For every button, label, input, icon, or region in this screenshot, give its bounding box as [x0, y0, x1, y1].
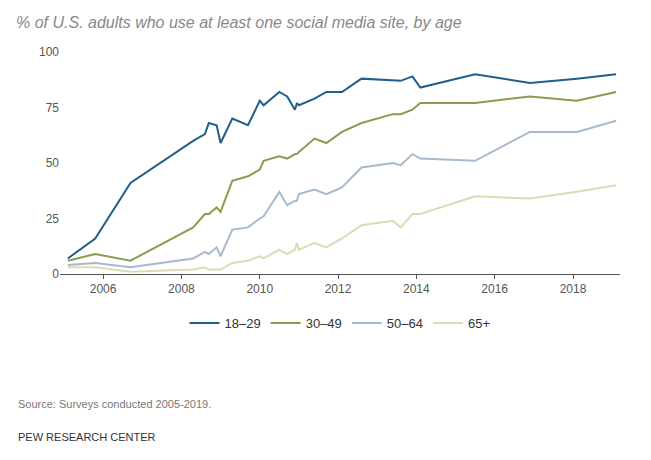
svg-text:75: 75: [46, 101, 60, 115]
svg-text:30–49: 30–49: [306, 316, 342, 331]
svg-text:2018: 2018: [560, 282, 587, 296]
svg-text:50–64: 50–64: [387, 316, 423, 331]
svg-text:18–29: 18–29: [225, 316, 261, 331]
svg-text:2014: 2014: [403, 282, 430, 296]
svg-text:2008: 2008: [168, 282, 195, 296]
svg-text:100: 100: [39, 45, 59, 59]
svg-text:% of U.S. adults who use at le: % of U.S. adults who use at least one so…: [16, 14, 462, 31]
svg-text:65+: 65+: [468, 316, 490, 331]
svg-text:Source: Surveys conducted 2005: Source: Surveys conducted 2005-2019.: [18, 398, 211, 410]
svg-text:2010: 2010: [246, 282, 273, 296]
svg-text:2016: 2016: [481, 282, 508, 296]
svg-text:2012: 2012: [325, 282, 352, 296]
svg-text:2006: 2006: [90, 282, 117, 296]
svg-text:0: 0: [52, 267, 59, 281]
svg-text:PEW RESEARCH CENTER: PEW RESEARCH CENTER: [18, 431, 156, 443]
svg-text:25: 25: [46, 212, 60, 226]
svg-text:50: 50: [46, 156, 60, 170]
